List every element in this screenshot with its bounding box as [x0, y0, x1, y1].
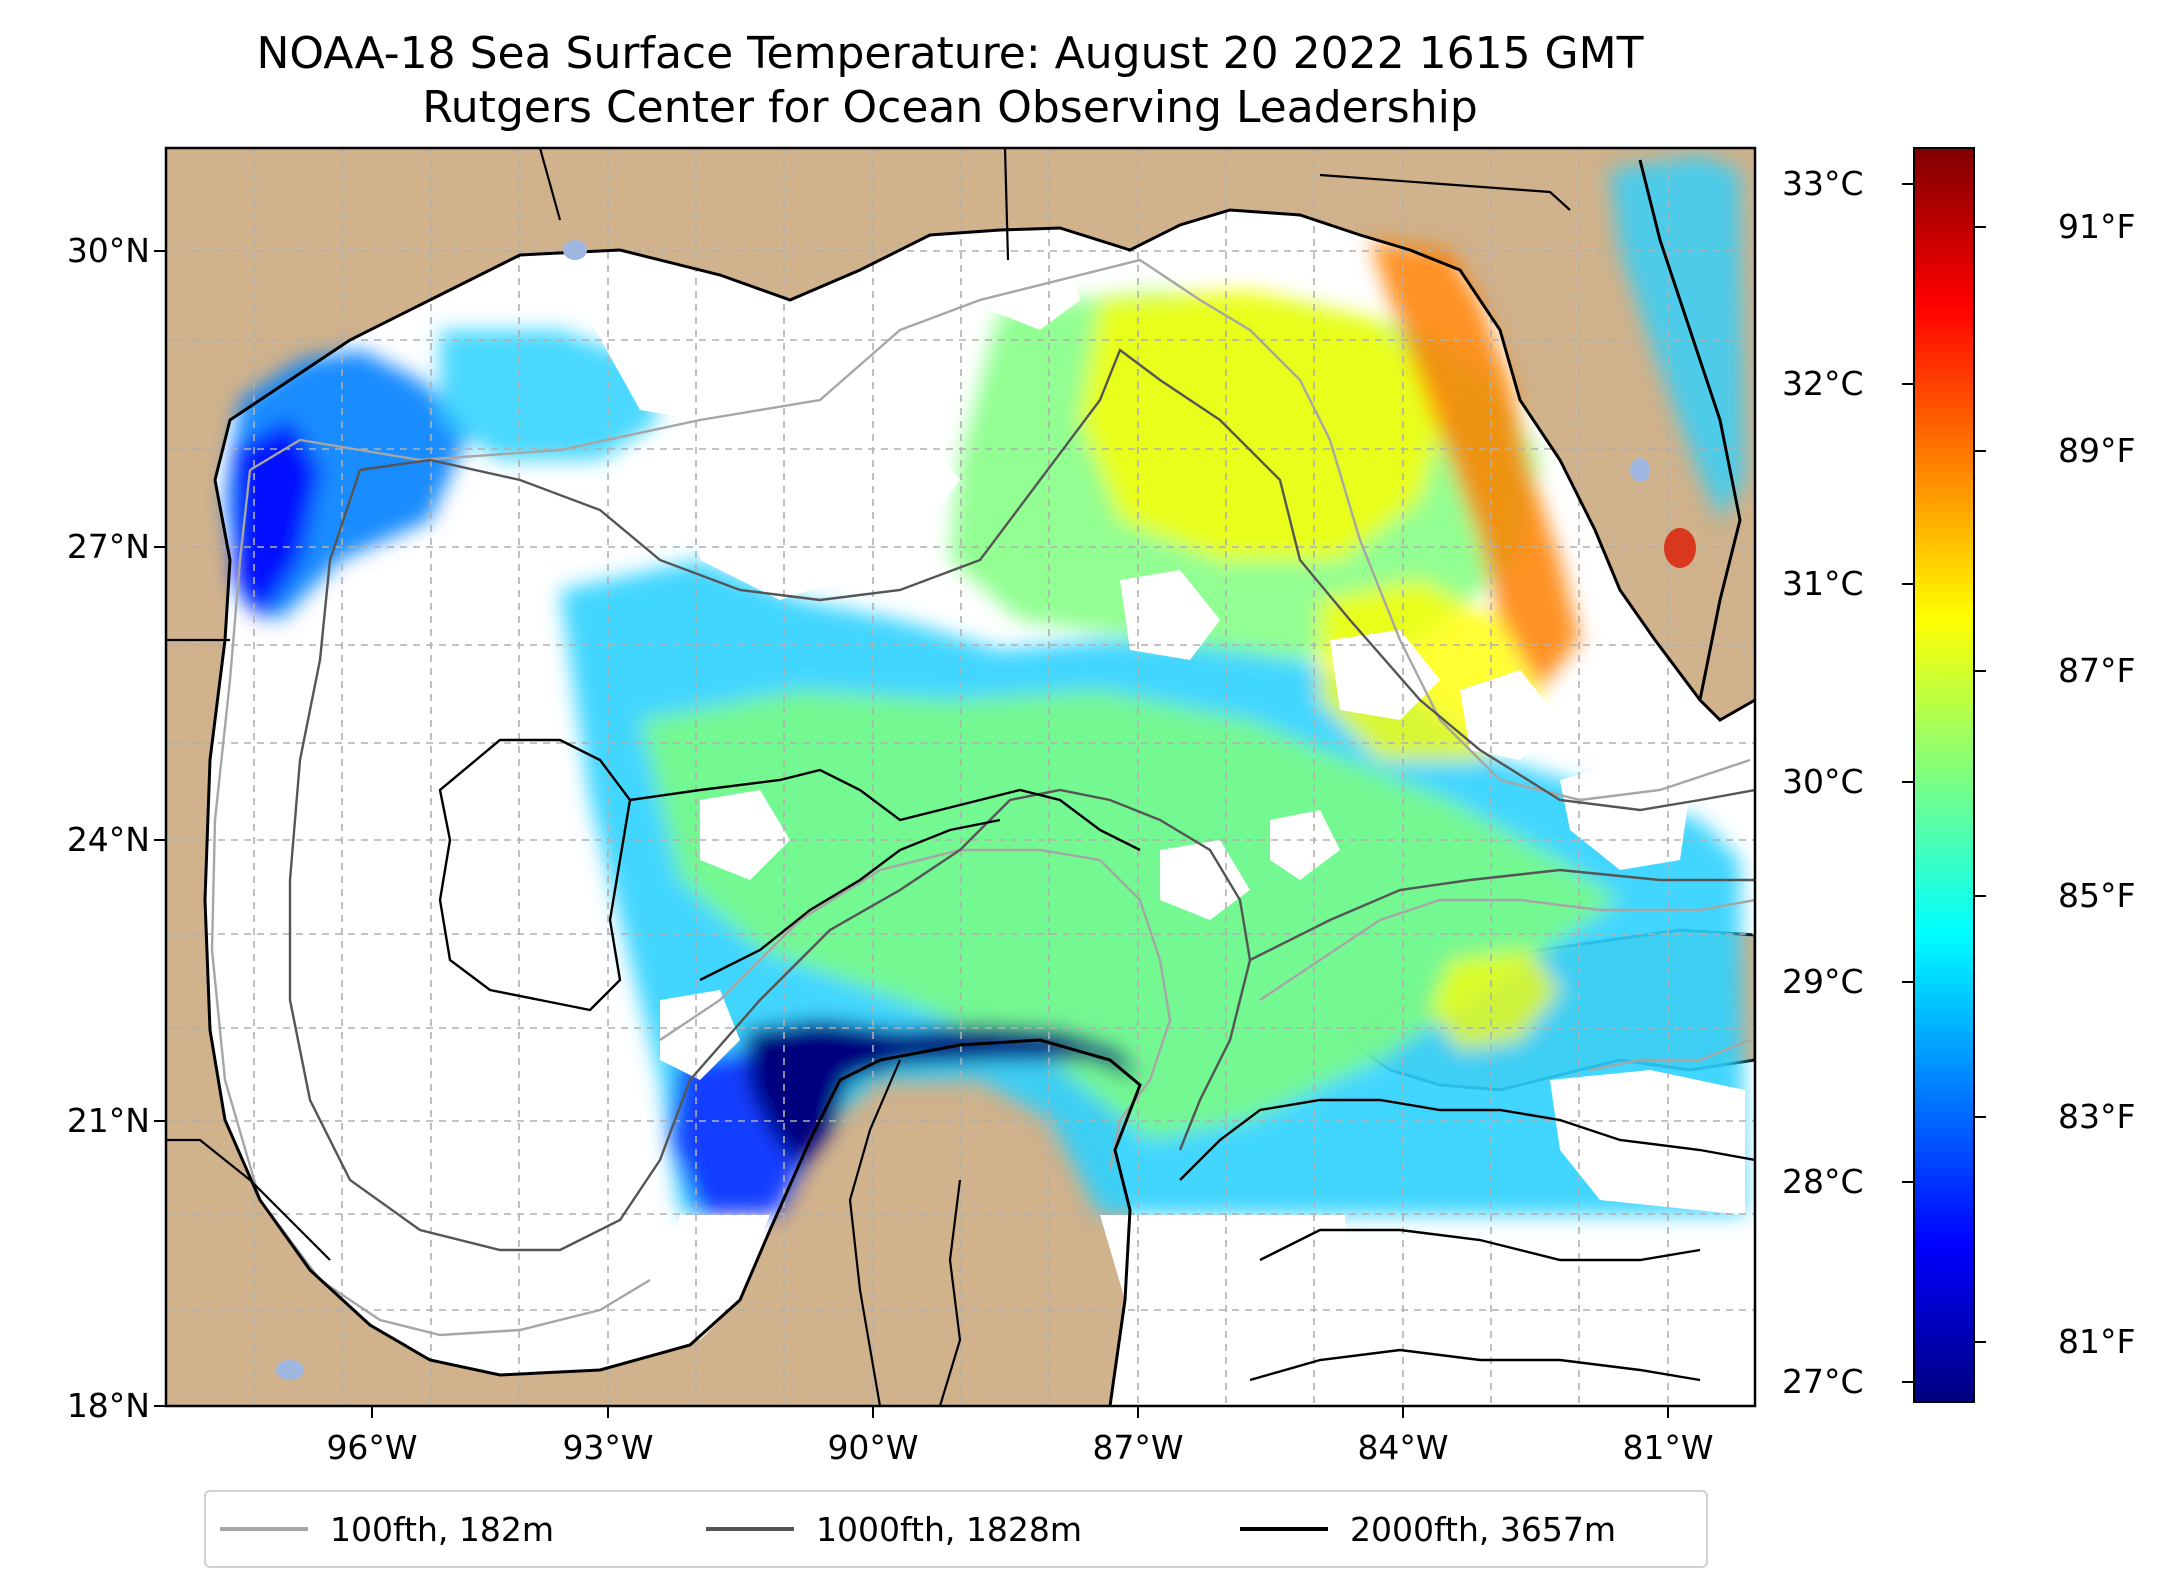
colorbar-celsius-tick: 31°C — [1782, 564, 1864, 603]
legend-item-1000fth: 1000fth, 1828m — [706, 1492, 1082, 1566]
cloud-gaps — [590, 240, 1745, 1215]
lon-tick-81w: 81°W — [1622, 1428, 1714, 1467]
borders — [166, 148, 1571, 1406]
colorbar-fahrenheit-tick: 87°F — [2058, 651, 2136, 690]
colorbar-fahrenheit-tick: 81°F — [2058, 1322, 2136, 1361]
map-subtitle: Rutgers Center for Ocean Observing Leade… — [422, 82, 1478, 133]
colorbar-celsius-tick: 28°C — [1782, 1162, 1864, 1201]
colorbar-celsius-tick: 30°C — [1782, 762, 1864, 801]
lat-tick-24n: 24°N — [66, 820, 150, 859]
colorbar-celsius-tick: 32°C — [1782, 364, 1864, 403]
contour-2000fth — [438, 738, 1755, 1382]
legend-label: 1000fth, 1828m — [816, 1509, 1082, 1549]
colorbar-fahrenheit-tick: 89°F — [2058, 431, 2136, 470]
lon-tick-96w: 96°W — [326, 1428, 418, 1467]
graticule — [166, 148, 1755, 1406]
legend-item-100fth: 100fth, 182m — [220, 1492, 554, 1566]
contour-1000fth — [288, 348, 1755, 1252]
legend-swatch — [220, 1527, 308, 1531]
colorbar-ticks — [1902, 183, 1986, 1383]
coastline-west — [203, 298, 1142, 1406]
florida-east-coast — [1638, 159, 1742, 701]
lon-tick-87w: 87°W — [1092, 1428, 1184, 1467]
contour-legend: 100fth, 182m 1000fth, 1828m 2000fth, 365… — [204, 1490, 1708, 1568]
lon-tick-84w: 84°W — [1357, 1428, 1449, 1467]
coastline — [429, 208, 1755, 722]
axis-ticks — [154, 250, 1669, 1418]
map-title: NOAA-18 Sea Surface Temperature: August … — [256, 28, 1644, 79]
lakes — [276, 240, 1696, 1380]
legend-label: 100fth, 182m — [330, 1509, 554, 1549]
legend-item-2000fth: 2000fth, 3657m — [1240, 1492, 1616, 1566]
lat-tick-21n: 21°N — [66, 1101, 150, 1140]
colorbar-celsius-tick: 29°C — [1782, 962, 1864, 1001]
colorbar-celsius-tick: 33°C — [1782, 164, 1864, 203]
colorbar — [1913, 147, 1975, 1403]
swath-cutoff — [660, 1215, 770, 1340]
lat-tick-30n: 30°N — [66, 231, 150, 270]
legend-label: 2000fth, 3657m — [1350, 1509, 1616, 1549]
legend-swatch — [706, 1527, 794, 1531]
colorbar-fahrenheit-tick: 91°F — [2058, 207, 2136, 246]
lon-tick-90w: 90°W — [827, 1428, 919, 1467]
legend-swatch — [1240, 1527, 1328, 1531]
map-frame — [164, 146, 1757, 1408]
lat-tick-18n: 18°N — [66, 1386, 150, 1425]
lat-tick-27n: 27°N — [66, 527, 150, 566]
colorbar-celsius-tick: 27°C — [1782, 1362, 1864, 1401]
lon-tick-93w: 93°W — [562, 1428, 654, 1467]
colorbar-fahrenheit-tick: 85°F — [2058, 876, 2136, 915]
colorbar-fahrenheit-tick: 83°F — [2058, 1097, 2136, 1136]
